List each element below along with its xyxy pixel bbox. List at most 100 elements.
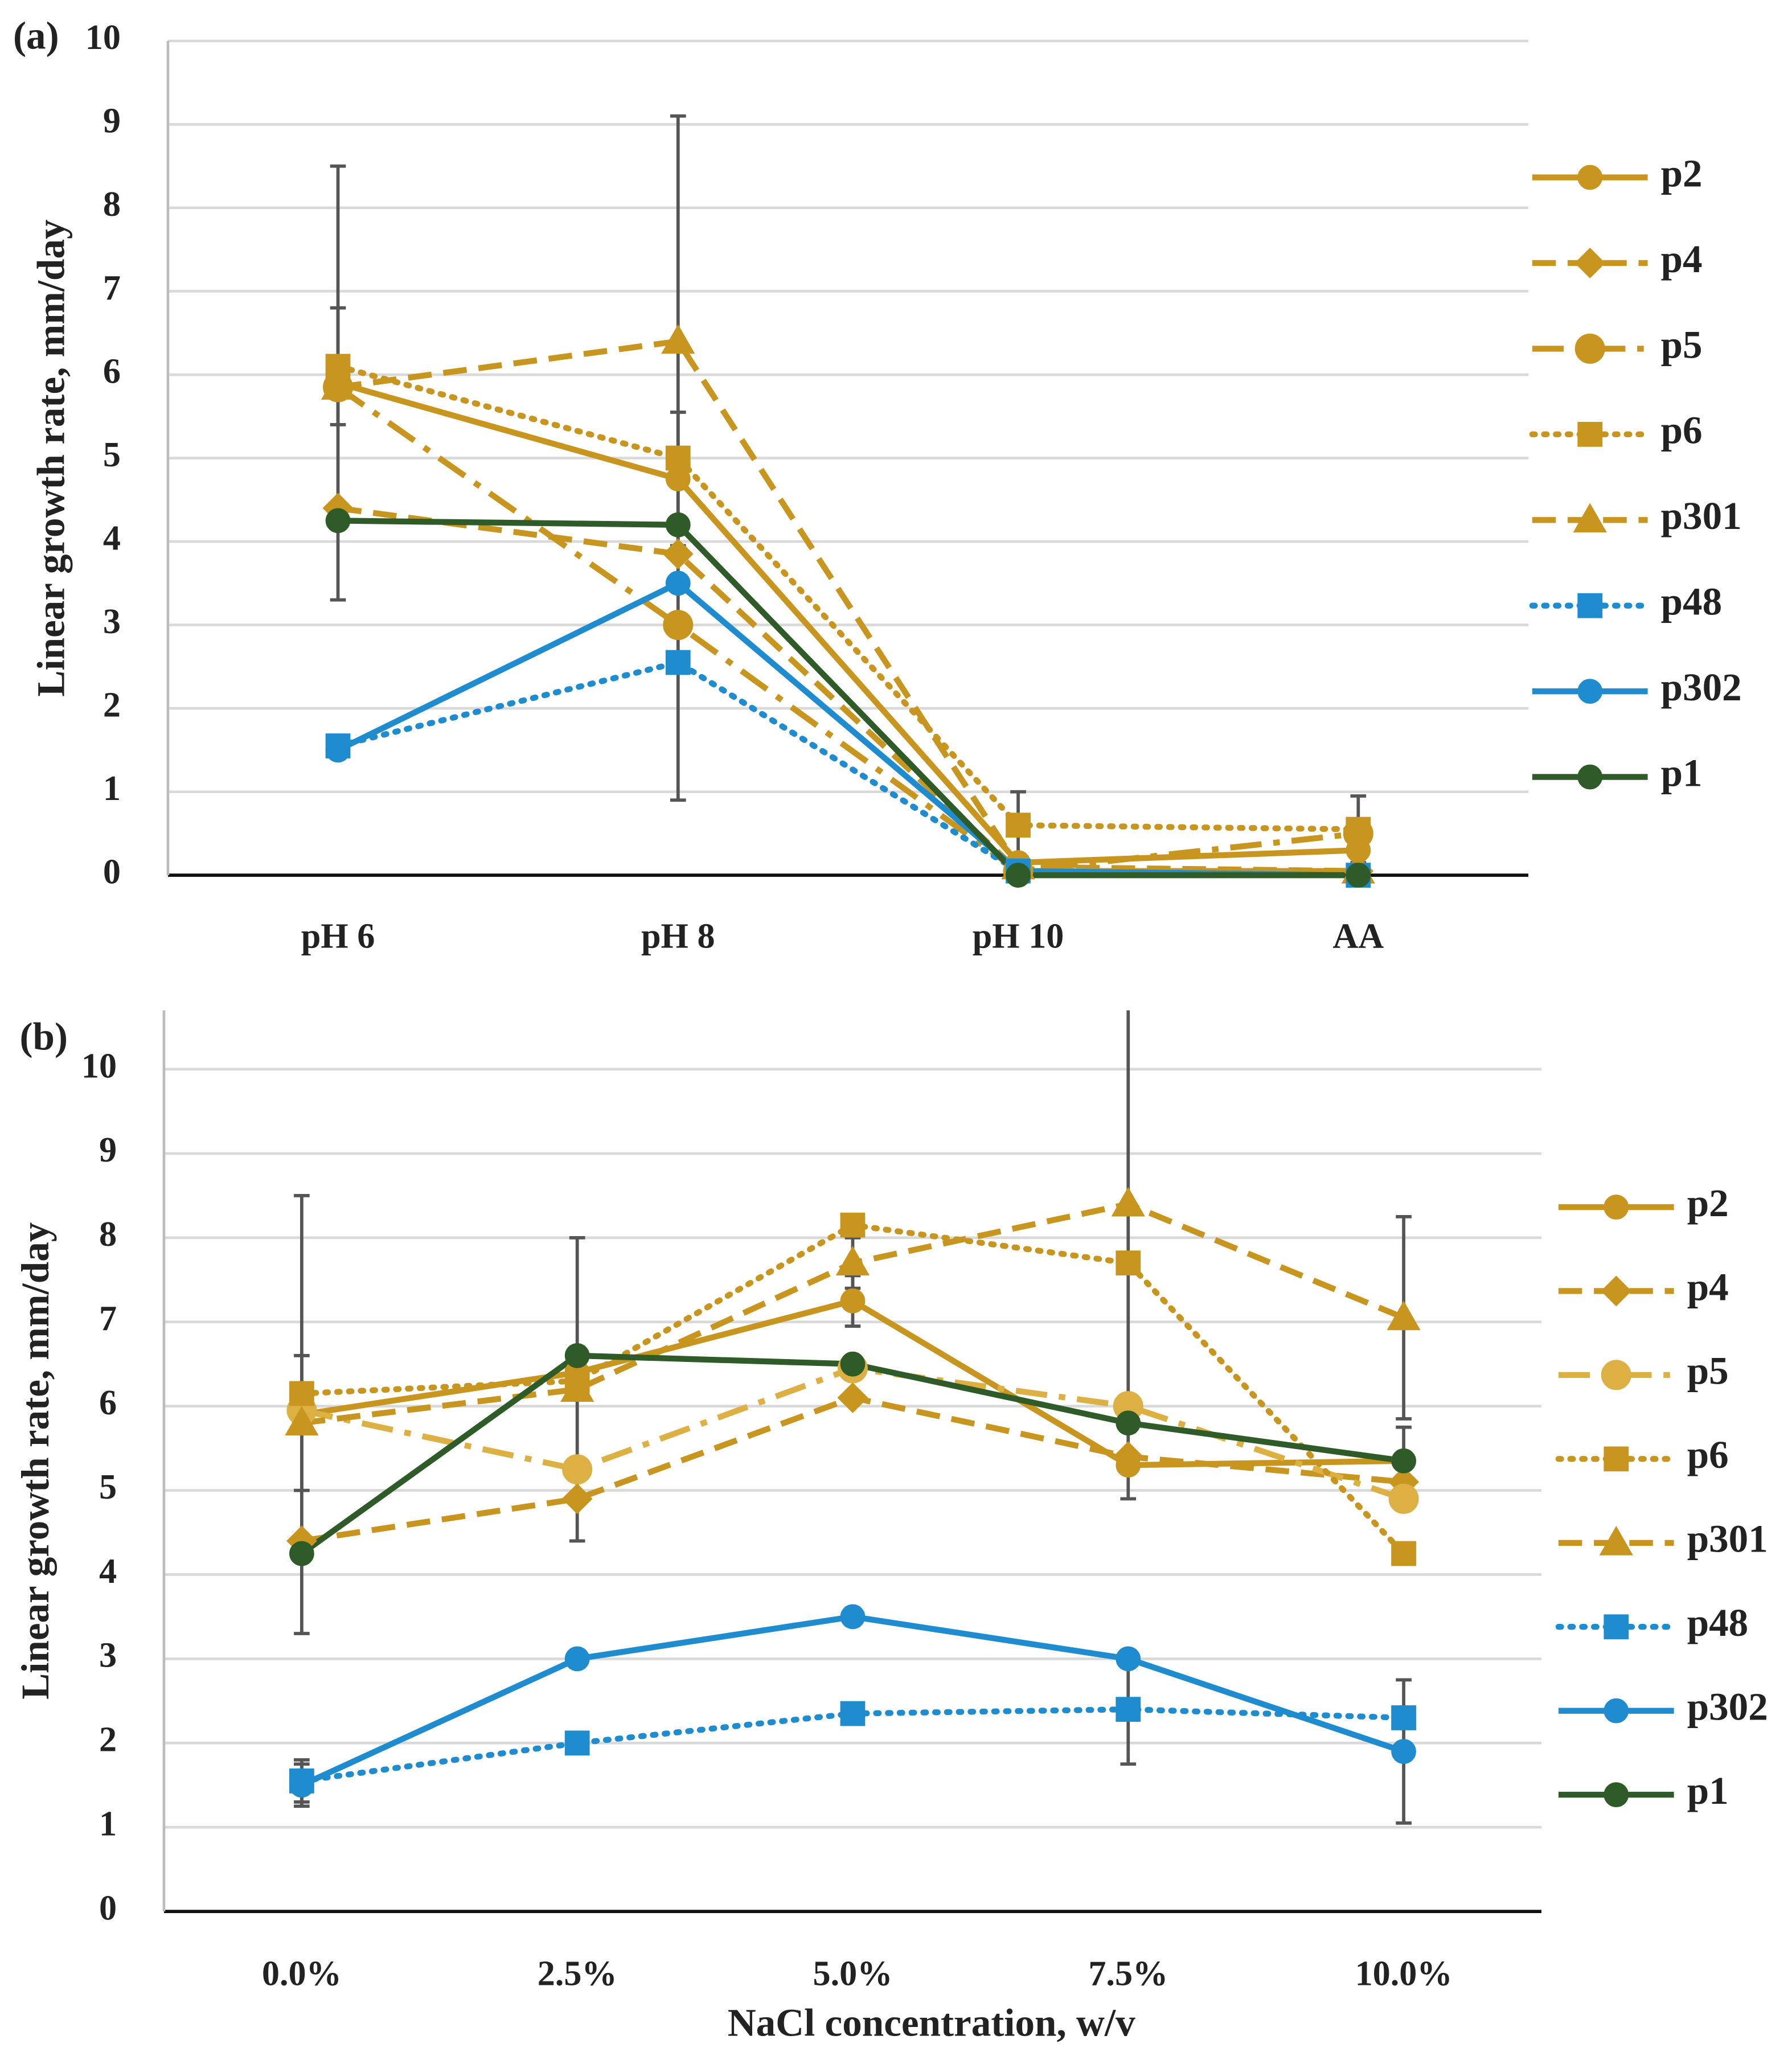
legend-marker (1604, 1698, 1629, 1723)
data-point (1346, 863, 1371, 888)
legend-marker (1604, 1782, 1629, 1808)
data-point (1113, 1441, 1144, 1472)
legend-label: p48 (1687, 1601, 1749, 1644)
data-point (564, 1646, 590, 1672)
legend-marker (1601, 1360, 1631, 1390)
legend-marker (1604, 1195, 1629, 1220)
x-tick-label: pH 10 (973, 917, 1064, 955)
x-tick-label: 5.0% (813, 1955, 893, 1993)
data-point (562, 1454, 593, 1485)
data-point (1116, 1250, 1141, 1276)
y-axis-title: Linear growth rate, mm/day (29, 219, 73, 696)
legend-label: p6 (1661, 408, 1703, 452)
y-tick-label: 3 (99, 1636, 117, 1675)
y-tick-label: 8 (99, 1215, 117, 1254)
data-point (840, 1701, 866, 1726)
data-point (661, 324, 695, 354)
data-point (665, 466, 691, 492)
legend-marker (1577, 421, 1603, 447)
panel-label: (a) (13, 13, 59, 57)
y-tick-label: 5 (99, 1468, 117, 1507)
legend-label: p5 (1661, 322, 1703, 366)
series-line (337, 380, 1359, 866)
data-point (835, 1246, 870, 1276)
x-tick-label: pH 6 (301, 917, 375, 955)
series-line (337, 580, 1359, 879)
data-point (665, 445, 691, 471)
x-tick-label: AA (1332, 917, 1384, 955)
data-point (1388, 1483, 1419, 1514)
x-tick-label: 7.5% (1088, 1955, 1168, 1993)
data-point (1006, 863, 1031, 888)
series-line (337, 338, 1359, 875)
legend-marker (1574, 247, 1606, 278)
y-tick-label: 10 (81, 1047, 117, 1085)
y-tick-label: 2 (103, 686, 121, 724)
legend-label: p301 (1687, 1517, 1768, 1561)
data-point (663, 610, 694, 641)
data-point (1006, 812, 1031, 838)
legend-label: p48 (1661, 580, 1723, 623)
data-point (840, 1351, 866, 1377)
y-tick-label: 10 (85, 18, 121, 57)
data-point (564, 1730, 590, 1756)
data-point (1391, 1739, 1416, 1764)
legend-marker (1599, 1525, 1633, 1556)
data-point (665, 571, 691, 596)
data-point (1391, 1705, 1416, 1730)
data-point (665, 512, 691, 537)
series-line (336, 384, 1359, 875)
data-point (325, 354, 351, 379)
data-point (1387, 1300, 1421, 1331)
data-point (840, 1212, 866, 1238)
legend-marker (1574, 333, 1605, 364)
data-point (662, 539, 694, 570)
legend-marker (1601, 1275, 1632, 1307)
legend-label: p301 (1661, 494, 1742, 537)
legend-label: p1 (1661, 750, 1703, 794)
x-tick-label: 2.5% (538, 1955, 617, 1993)
series-line (337, 505, 1359, 875)
y-tick-label: 7 (103, 269, 121, 307)
y-tick-label: 9 (99, 1131, 117, 1169)
data-point (837, 1382, 868, 1413)
legend-label: p4 (1661, 237, 1703, 281)
data-point (289, 1381, 314, 1406)
series-line (301, 1394, 1404, 1544)
data-point (561, 1483, 593, 1515)
legend-marker (1604, 1446, 1629, 1472)
y-tick-label: 1 (99, 1805, 117, 1844)
data-point (840, 1288, 866, 1314)
legend-marker (1577, 679, 1603, 704)
data-point (665, 650, 691, 675)
y-tick-label: 9 (103, 102, 121, 141)
y-tick-label: 1 (103, 769, 121, 808)
y-tick-label: 8 (103, 185, 121, 224)
data-point (1346, 816, 1371, 842)
y-tick-label: 7 (99, 1299, 117, 1338)
y-tick-label: 4 (103, 519, 121, 557)
y-tick-label: 4 (99, 1552, 117, 1591)
data-point (1111, 1187, 1145, 1217)
legend-label: p302 (1661, 665, 1742, 709)
panel-label: (b) (20, 1014, 68, 1058)
data-point (840, 1604, 866, 1630)
y-tick-label: 0 (99, 1889, 117, 1927)
legend-label: p1 (1687, 1768, 1729, 1812)
x-tick-label: pH 8 (641, 917, 715, 955)
x-tick-label: 10.0% (1355, 1955, 1453, 1993)
data-point (1391, 1541, 1416, 1566)
series-line (335, 363, 1362, 832)
data-point (321, 370, 355, 400)
data-point (325, 737, 351, 763)
data-point (1116, 1697, 1141, 1722)
legend-label: p6 (1687, 1433, 1729, 1476)
y-tick-label: 2 (99, 1721, 117, 1759)
legend-marker (1577, 593, 1603, 618)
data-point (289, 1541, 314, 1566)
data-point (289, 1772, 314, 1798)
series-line (335, 659, 1362, 879)
data-point (285, 1406, 319, 1436)
legend-marker (1577, 165, 1603, 190)
